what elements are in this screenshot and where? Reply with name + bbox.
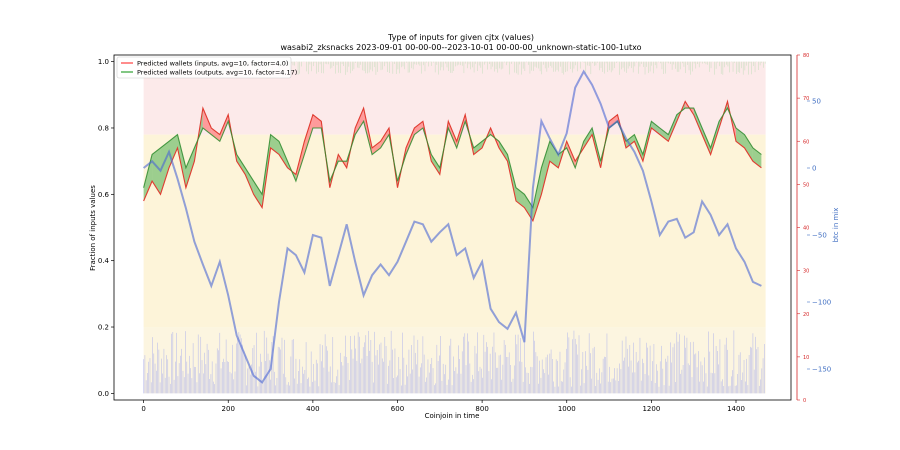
between-fill bbox=[752, 147, 762, 168]
y-tick-label: 0.6 bbox=[98, 191, 110, 199]
between-fill bbox=[152, 147, 161, 195]
between-fill bbox=[744, 134, 753, 162]
y2-tick-label: 40 bbox=[803, 226, 809, 232]
x-axis-ticks: 0 200 400 600 800 1000 1200 1400 bbox=[141, 400, 745, 413]
between-fill bbox=[355, 108, 364, 135]
between-fill bbox=[211, 127, 220, 142]
between-fill bbox=[549, 141, 559, 168]
y2-tick-label: 80 bbox=[803, 53, 809, 59]
between-fill bbox=[312, 114, 322, 128]
between-fill bbox=[541, 141, 550, 195]
between-fill bbox=[448, 121, 457, 148]
between-fill bbox=[625, 134, 635, 148]
between-fill bbox=[532, 167, 542, 221]
between-fill bbox=[583, 127, 593, 148]
y-tick-label: 0.8 bbox=[98, 124, 109, 132]
between-fill bbox=[651, 121, 660, 135]
y2-tick-label: 30 bbox=[803, 269, 809, 275]
y-tick-label: 0.4 bbox=[98, 257, 110, 265]
band-mid-yellow bbox=[143, 134, 766, 328]
series-line-outputs bbox=[143, 106, 762, 210]
plot-frame bbox=[113, 54, 792, 401]
y3-tick-label: 50 bbox=[812, 98, 821, 106]
between-fill bbox=[236, 154, 246, 175]
y-tick-label: 1.0 bbox=[98, 58, 109, 66]
y-right-axis-label: btc in mix bbox=[832, 208, 840, 243]
x-tick-label: 200 bbox=[222, 405, 235, 413]
x-tick-label: 400 bbox=[306, 405, 319, 413]
series-line-inputs bbox=[143, 99, 762, 223]
between-fill bbox=[185, 147, 195, 188]
between-fill bbox=[702, 127, 711, 155]
y2-tick-label: 20 bbox=[803, 312, 809, 318]
y2-tick-label: 10 bbox=[803, 355, 809, 361]
y-axis-ticks: 0.0 0.2 0.4 0.6 0.8 1.0 bbox=[98, 58, 114, 398]
y-tick-label: 0.0 bbox=[98, 390, 109, 398]
background-bands bbox=[143, 61, 766, 394]
y2-tick-label: 50 bbox=[803, 182, 809, 188]
y3-tick-label: −100 bbox=[812, 299, 831, 307]
between-fill bbox=[405, 127, 415, 155]
between-fill bbox=[143, 154, 153, 201]
x-tick-label: 1000 bbox=[558, 405, 576, 413]
x-tick-label: 1200 bbox=[642, 405, 660, 413]
between-fill bbox=[735, 127, 745, 148]
y2-tick-label: 60 bbox=[803, 139, 809, 145]
x-tick-label: 1400 bbox=[727, 405, 745, 413]
between-fill bbox=[499, 141, 508, 162]
between-fill bbox=[659, 127, 669, 142]
y-axis-label: Fraction of inputs values bbox=[89, 185, 97, 271]
y2-tick-label: 70 bbox=[803, 96, 809, 102]
legend-label-inputs: Predicted wallets (inputs, avg=10, facto… bbox=[137, 60, 288, 68]
y3-tick-label: −150 bbox=[812, 366, 831, 374]
between-fill bbox=[668, 114, 677, 142]
between-fill bbox=[380, 127, 390, 148]
chart-subtitle: wasabi2_zksnacks 2023-09-01 00-00-00--20… bbox=[280, 43, 641, 52]
between-fill bbox=[634, 134, 643, 162]
between-fill bbox=[609, 114, 618, 128]
y-tick-label: 0.2 bbox=[98, 324, 109, 332]
y2-tick-label: 0 bbox=[803, 398, 806, 404]
between-fill bbox=[219, 114, 229, 142]
between-fill bbox=[177, 134, 186, 188]
legend-label-outputs: Predicted wallets (outputs, avg=10, fact… bbox=[137, 69, 297, 77]
x-axis-label: Coinjoin in time bbox=[425, 412, 480, 420]
between-fill bbox=[253, 181, 263, 208]
between-fill bbox=[515, 187, 525, 208]
between-fill bbox=[473, 141, 483, 155]
series-line-btc bbox=[142, 69, 762, 384]
between-fill bbox=[279, 141, 288, 168]
between-fill bbox=[431, 154, 440, 175]
between-fill bbox=[245, 167, 254, 195]
y3-tick-label: 0 bbox=[812, 165, 816, 173]
between-fill bbox=[693, 108, 703, 135]
series-lines bbox=[142, 69, 762, 384]
chart-title: Type of inputs for given cjtx (values) bbox=[387, 33, 534, 42]
between-fill bbox=[304, 114, 313, 155]
x-tick-label: 600 bbox=[391, 405, 404, 413]
between-fill bbox=[566, 141, 576, 168]
legend-box bbox=[116, 56, 292, 79]
between-fill bbox=[202, 108, 212, 135]
legend: Predicted wallets (inputs, avg=10, facto… bbox=[116, 56, 297, 79]
between-fill bbox=[270, 134, 280, 155]
between-fill bbox=[372, 141, 381, 155]
y3-axis-ticks: 50 0 −50 −100 −150 bbox=[807, 98, 831, 374]
between-fill bbox=[414, 121, 423, 135]
y3-tick-label: −50 bbox=[812, 232, 827, 240]
x-tick-label: 800 bbox=[475, 405, 488, 413]
x-tick-label: 0 bbox=[141, 405, 145, 413]
y2-axis-ticks: 0 10 20 30 40 50 60 70 80 bbox=[797, 53, 809, 404]
